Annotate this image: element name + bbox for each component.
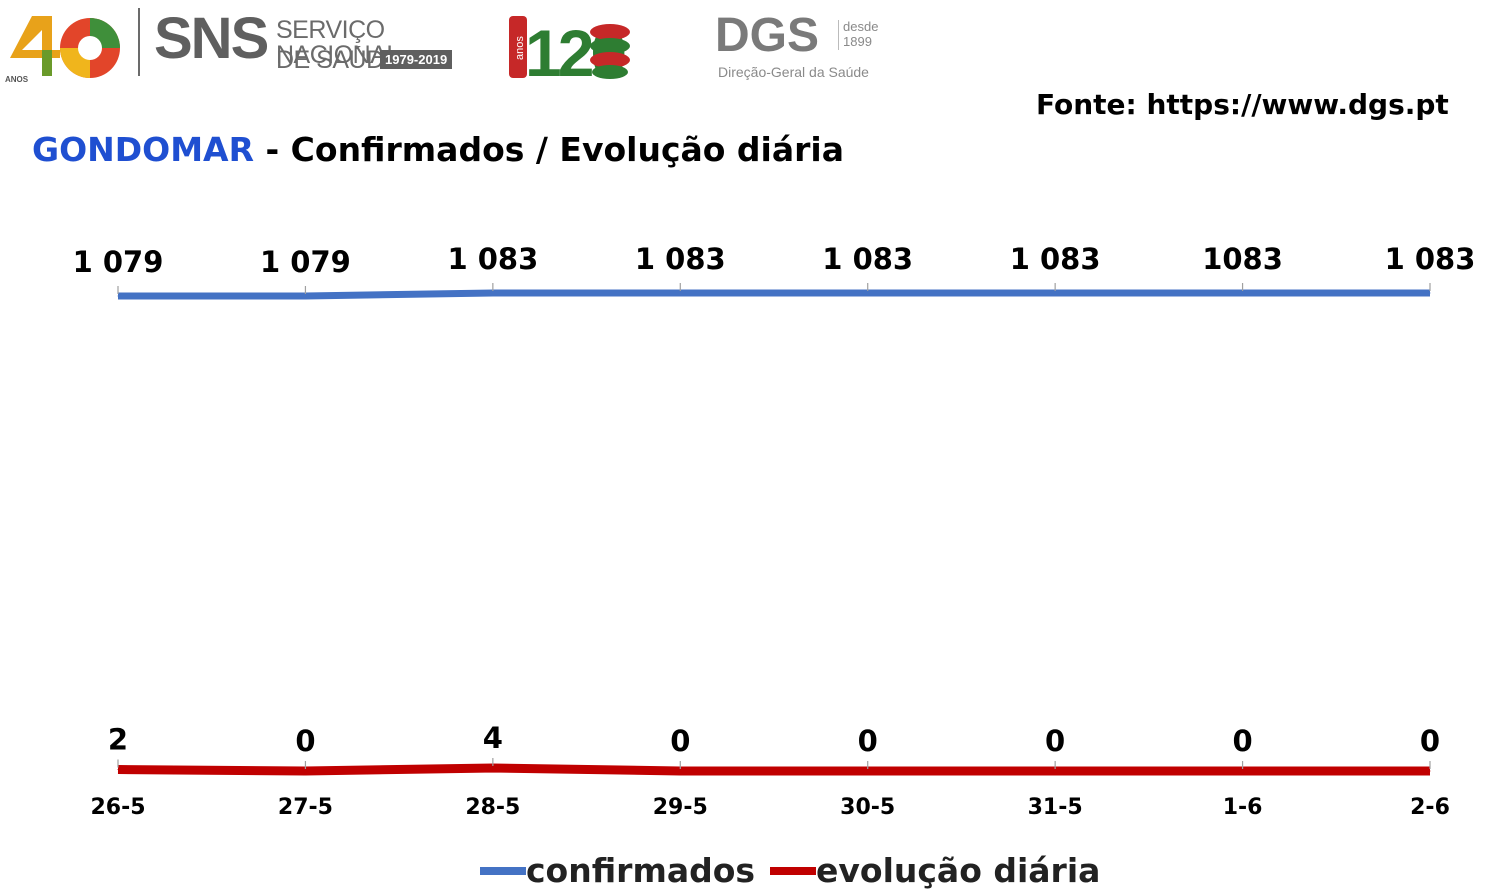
data-label-confirmados: 1 083 bbox=[635, 242, 726, 276]
data-point-evolucao bbox=[304, 770, 306, 772]
dgs-full-name: Direção-Geral da Saúde bbox=[718, 64, 869, 80]
sns-abbr: SNS bbox=[154, 6, 269, 71]
legend-swatch-confirmados bbox=[480, 867, 526, 875]
data-label-evolucao: 2 bbox=[108, 723, 128, 757]
data-point-evolucao bbox=[679, 770, 681, 772]
legend-label-evolucao: evolução diária bbox=[816, 851, 1101, 890]
legend-item-evolucao: evolução diária bbox=[770, 848, 1100, 894]
sns-40-anos-logo: ANOS bbox=[5, 16, 120, 84]
dgs-120-anos-logo: anos 120 bbox=[509, 16, 630, 82]
title-rest: - Confirmados / Evolução diária bbox=[254, 130, 844, 169]
data-label-confirmados: 1 083 bbox=[1010, 242, 1101, 276]
data-label-evolucao: 4 bbox=[483, 721, 503, 755]
sns-years: 1979-2019 bbox=[380, 50, 453, 69]
data-label-evolucao: 0 bbox=[1420, 724, 1440, 758]
data-point-confirmados bbox=[492, 292, 494, 294]
data-point-confirmados bbox=[867, 292, 869, 294]
data-label-evolucao: 0 bbox=[1045, 724, 1065, 758]
x-tick-label: 2-6 bbox=[1410, 795, 1450, 820]
chart-title: GONDOMAR - Confirmados / Evolução diária bbox=[32, 130, 844, 169]
data-point-confirmados bbox=[117, 295, 119, 297]
dgs-logo: DGS desde 1899 Direção-Geral da Saúde bbox=[715, 10, 885, 82]
x-tick-label: 30-5 bbox=[840, 795, 895, 820]
data-label-evolucao: 0 bbox=[1232, 724, 1252, 758]
data-point-evolucao bbox=[117, 769, 119, 770]
data-label-confirmados: 1 083 bbox=[1385, 242, 1476, 276]
header: ANOS SNS SERVIÇO NACIONAL DE SAÚDE 1979-… bbox=[0, 0, 900, 90]
x-tick-label: 27-5 bbox=[278, 795, 333, 820]
x-tick-label: 1-6 bbox=[1223, 795, 1263, 820]
dgs-desde: desde 1899 bbox=[838, 19, 879, 50]
dgs-desde-label: desde bbox=[843, 19, 879, 34]
data-point-evolucao bbox=[1429, 770, 1431, 772]
data-point-confirmados bbox=[304, 295, 306, 297]
source-text: Fonte: https://www.dgs.pt bbox=[1036, 88, 1449, 121]
x-tick-label: 31-5 bbox=[1028, 795, 1083, 820]
title-place: GONDOMAR bbox=[32, 130, 254, 169]
data-label-evolucao: 0 bbox=[670, 724, 690, 758]
data-label-confirmados: 1 083 bbox=[822, 242, 913, 276]
x-tick-label: 29-5 bbox=[653, 795, 708, 820]
data-point-evolucao bbox=[1054, 770, 1056, 772]
anos-vertical-text: anos bbox=[514, 36, 526, 60]
data-point-evolucao bbox=[492, 767, 494, 769]
data-label-confirmados: 1 083 bbox=[447, 242, 538, 276]
legend-item-confirmados: confirmados bbox=[480, 848, 755, 894]
data-label-confirmados: 1 079 bbox=[260, 245, 351, 279]
data-point-confirmados bbox=[1429, 292, 1431, 294]
dgs-abbr: DGS bbox=[715, 9, 820, 62]
sns-line1: SERVIÇO NACIONAL bbox=[276, 16, 400, 69]
data-point-confirmados bbox=[679, 292, 681, 294]
anos-small-text: ANOS bbox=[5, 75, 29, 84]
data-label-evolucao: 0 bbox=[295, 724, 315, 758]
sns-line2: DE SAÚDE bbox=[276, 46, 400, 74]
data-point-confirmados bbox=[1054, 292, 1056, 294]
legend-label-confirmados: confirmados bbox=[526, 851, 756, 890]
series-line-evolucao bbox=[117, 763, 1430, 776]
dgs-desde-year: 1899 bbox=[843, 33, 872, 49]
sns-logo: SNS SERVIÇO NACIONAL DE SAÚDE 1979-2019 bbox=[138, 6, 468, 78]
data-label-confirmados: 1083 bbox=[1202, 242, 1283, 276]
data-point-evolucao bbox=[1242, 770, 1244, 772]
x-tick-label: 28-5 bbox=[465, 795, 520, 820]
legend-swatch-evolucao bbox=[770, 867, 816, 875]
data-label-confirmados: 1 079 bbox=[73, 245, 164, 279]
data-point-confirmados bbox=[1242, 292, 1244, 294]
x-tick-label: 26-5 bbox=[90, 795, 145, 820]
legend: confirmados evolução diária bbox=[0, 848, 1488, 894]
data-label-evolucao: 0 bbox=[858, 724, 878, 758]
series-line-confirmados bbox=[118, 289, 1430, 300]
data-point-evolucao bbox=[867, 770, 869, 772]
sns-divider bbox=[138, 8, 140, 76]
